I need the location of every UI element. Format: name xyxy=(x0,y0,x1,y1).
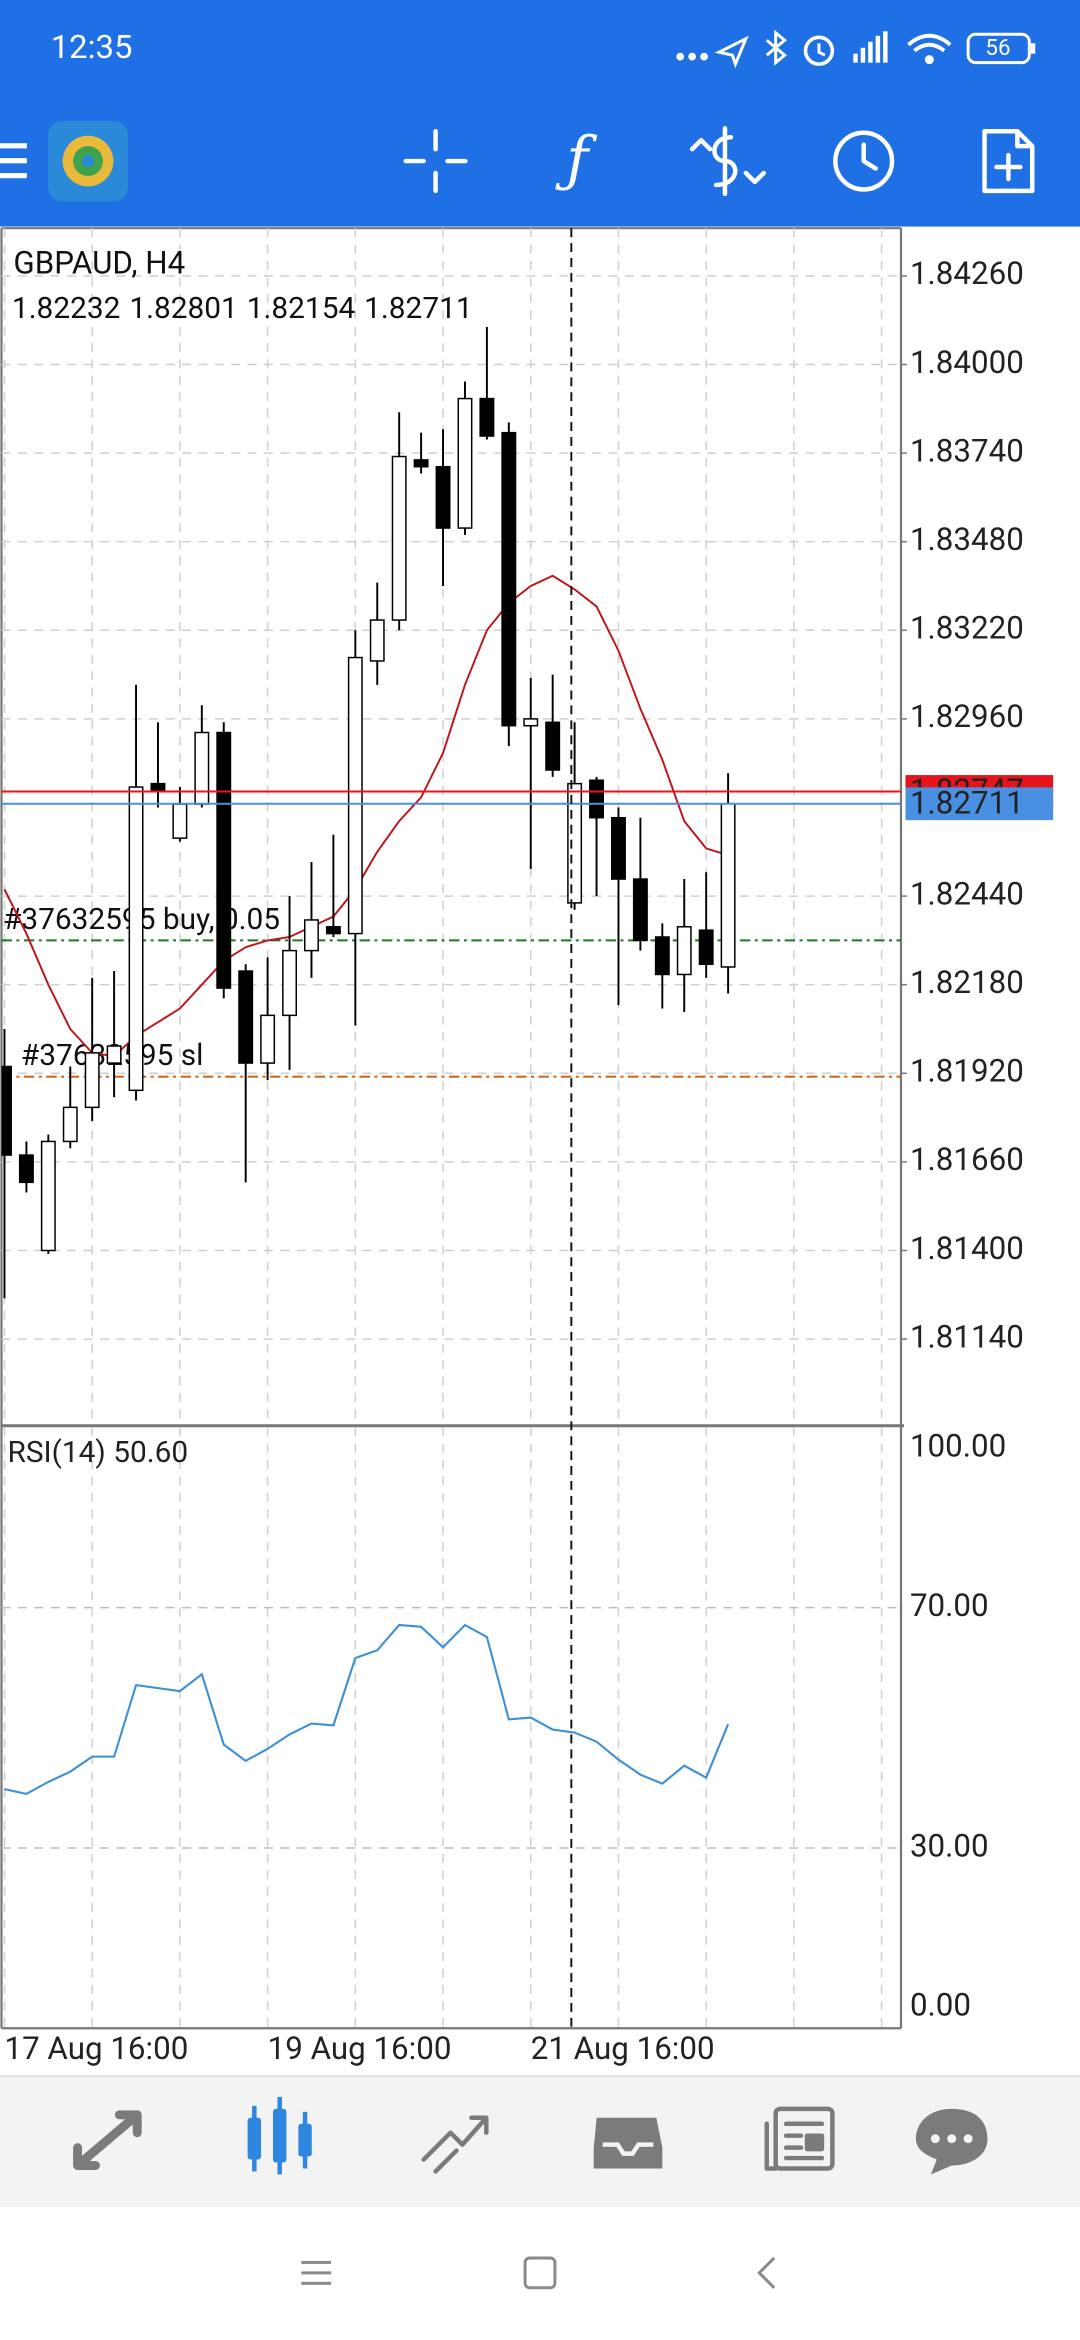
y-tick-label: 1.84000 xyxy=(910,344,1024,381)
history-tab[interactable] xyxy=(593,2117,663,2169)
period-button[interactable] xyxy=(833,130,895,192)
y-tick-label: 1.81920 xyxy=(910,1053,1024,1090)
y-tick-label: 30.00 xyxy=(910,1827,989,1864)
candle-body xyxy=(106,1045,122,1064)
recents-button[interactable] xyxy=(301,2260,332,2285)
price-tag xyxy=(905,787,1054,821)
candle-body xyxy=(62,1106,78,1143)
candle-body xyxy=(150,782,166,792)
candle-body xyxy=(238,970,254,1064)
candle-body xyxy=(435,465,451,529)
y-tick-label: 1.84260 xyxy=(910,255,1024,292)
candle-body xyxy=(523,718,539,727)
status-icons xyxy=(676,29,1036,69)
trade-button[interactable] xyxy=(689,126,766,197)
candle-body xyxy=(413,459,429,468)
candle-body xyxy=(632,878,648,942)
moving-average xyxy=(3,574,729,1058)
y-tick-label: 0.00 xyxy=(910,1987,971,2024)
y-tick-label: 70.00 xyxy=(910,1587,989,1624)
ohlc-value: 1.82232 xyxy=(12,291,120,326)
candle-body xyxy=(369,619,385,662)
symbol-title: GBPAUD, H4 xyxy=(13,245,185,282)
x-tick-label: 19 Aug 16:00 xyxy=(268,2030,452,2067)
news-tab[interactable] xyxy=(764,2106,835,2171)
rsi-title: RSI(14) 50.60 xyxy=(7,1435,188,1470)
candle-body xyxy=(1,1065,12,1156)
new-chart-button[interactable] xyxy=(982,129,1035,194)
app-bar xyxy=(0,0,1080,227)
candle-body xyxy=(479,397,495,437)
bottom-nav xyxy=(0,2076,1080,2208)
candle-body xyxy=(457,397,473,529)
y-tick-label: 1.81660 xyxy=(910,1141,1024,1178)
y-tick-label: 1.82180 xyxy=(910,964,1024,1001)
candle-body xyxy=(40,1140,56,1252)
menu-button[interactable] xyxy=(0,143,27,179)
candle-body xyxy=(347,656,363,935)
ohlc-value: 1.82154 xyxy=(247,291,356,326)
ohlc-value: 1.82711 xyxy=(364,291,472,326)
back-button[interactable] xyxy=(757,2256,776,2289)
price-tag-label: 1.82711 xyxy=(910,785,1024,822)
candle-body xyxy=(194,731,210,805)
system-nav xyxy=(0,2207,1080,2340)
x-tick-label: 21 Aug 16:00 xyxy=(531,2030,715,2067)
quotes-tab[interactable] xyxy=(73,2110,142,2170)
rsi-line xyxy=(4,1623,730,1795)
y-tick-label: 1.83220 xyxy=(910,610,1024,647)
clock: 12:35 xyxy=(51,29,133,67)
candle-body xyxy=(325,926,341,935)
candle-body xyxy=(391,455,407,621)
candle-body xyxy=(698,929,714,965)
candle-body xyxy=(260,1014,276,1064)
ohlc-value: 1.82801 xyxy=(129,291,237,326)
candle-body xyxy=(501,431,517,727)
y-tick-label: 1.83480 xyxy=(910,521,1024,558)
y-tick-label: 1.82960 xyxy=(910,698,1024,735)
chat-tab[interactable] xyxy=(915,2108,988,2175)
candle-body xyxy=(304,919,319,952)
crosshair-button[interactable] xyxy=(403,129,468,194)
ohlc-readout: 1.82232 1.82801 1.82154 1.82711 xyxy=(12,291,473,326)
app-logo[interactable] xyxy=(47,120,129,202)
candle-body xyxy=(611,816,626,880)
price-pane: #37632595 buy, 0.05#37632595 sl xyxy=(1,228,901,1425)
y-tick-label: 100.00 xyxy=(910,1427,1006,1464)
candle-body xyxy=(84,1052,100,1109)
candle-body xyxy=(676,926,692,976)
candle-body xyxy=(282,949,298,1017)
axes: 1.84260 1.84000 1.83740 1.83480 1.83220 1.829… xyxy=(4,255,1054,2067)
y-tick-label: 1.83740 xyxy=(910,432,1024,469)
rsi-pane xyxy=(1,1427,901,2029)
y-tick-label: 1.81400 xyxy=(910,1230,1024,1267)
candle-body xyxy=(18,1154,34,1184)
home-button[interactable] xyxy=(523,2256,557,2290)
trade-tab[interactable] xyxy=(421,2115,489,2174)
candle-body xyxy=(720,802,736,968)
candle-body xyxy=(128,786,144,1092)
x-tick-label: 17 Aug 16:00 xyxy=(4,2030,188,2067)
candle-body xyxy=(654,936,670,976)
candle-body xyxy=(567,782,583,904)
y-tick-label: 1.81140 xyxy=(910,1318,1024,1355)
candle-body xyxy=(589,779,604,819)
chart-tab[interactable] xyxy=(247,2096,312,2175)
candle-body xyxy=(172,803,188,839)
y-tick-label: 1.82440 xyxy=(910,875,1024,912)
candle-body xyxy=(545,721,561,771)
battery-level: 56 xyxy=(985,35,1010,61)
candle-body xyxy=(216,731,232,989)
